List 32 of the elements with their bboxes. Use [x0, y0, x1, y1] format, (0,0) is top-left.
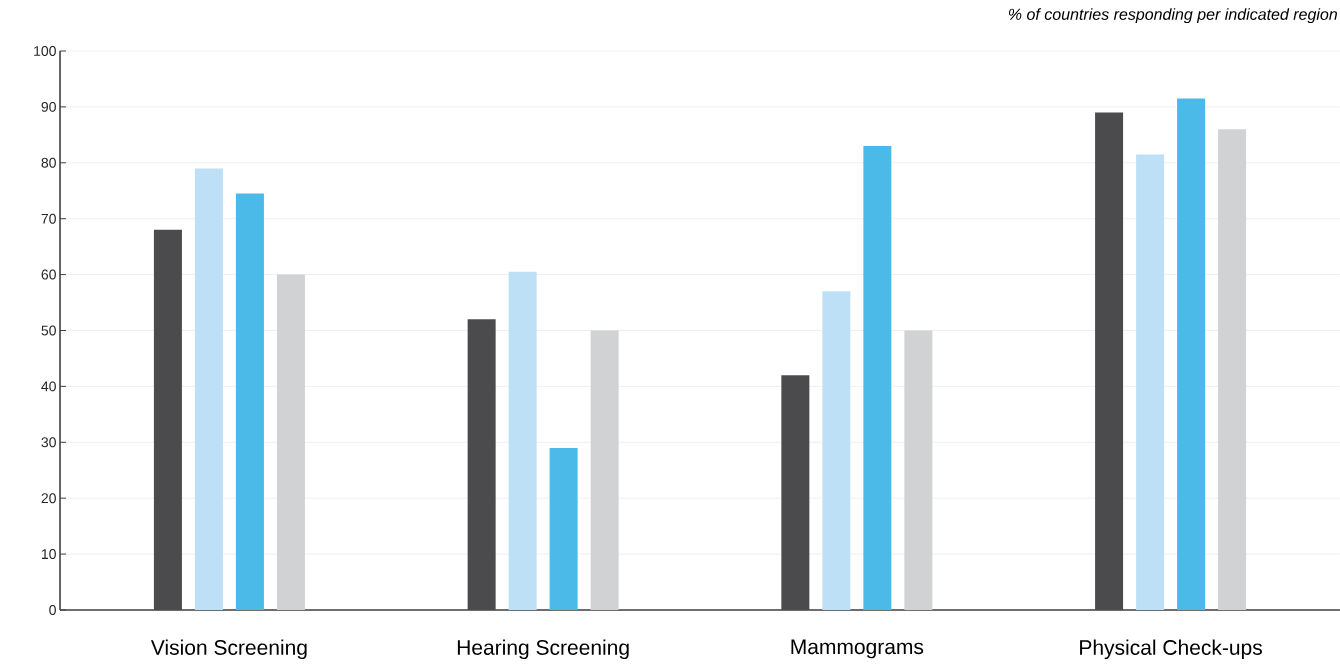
x-tick-label: Hearing Screening: [457, 639, 629, 660]
y-tick-label: 40: [41, 381, 56, 392]
y-tick-label: 10: [41, 549, 56, 560]
x-tick-label: Physical Check-ups: [1080, 639, 1262, 660]
y-tick-label: 30: [41, 437, 56, 448]
bar: [1218, 129, 1247, 610]
bar: [1095, 112, 1124, 610]
bar: [549, 447, 578, 610]
x-tick-label: Mammograms: [791, 639, 924, 659]
bar: [235, 193, 264, 610]
bar: [590, 330, 619, 610]
bar: [276, 274, 305, 610]
y-tick-label: 80: [41, 157, 56, 168]
bar: [467, 319, 496, 610]
bar: [153, 229, 182, 610]
y-tick-label: 90: [41, 101, 56, 112]
bar: [904, 330, 933, 610]
y-tick-label: 100: [34, 46, 56, 56]
text: % of countries responding per indicated region: [1008, 8, 1337, 24]
bar: [1177, 98, 1206, 610]
bar: [822, 291, 851, 610]
bar: [194, 168, 223, 610]
bar: [781, 375, 810, 610]
bar: [508, 271, 537, 610]
y-tick-label: 50: [41, 325, 56, 336]
y-tick-label: 60: [41, 269, 56, 280]
y-tick-label: 0: [49, 605, 56, 615]
y-tick-label: 70: [41, 213, 56, 224]
y-tick-label: 20: [41, 493, 56, 504]
bar: [1136, 154, 1165, 610]
bar: [863, 146, 892, 610]
x-tick-label: Vision Screening: [150, 639, 307, 660]
